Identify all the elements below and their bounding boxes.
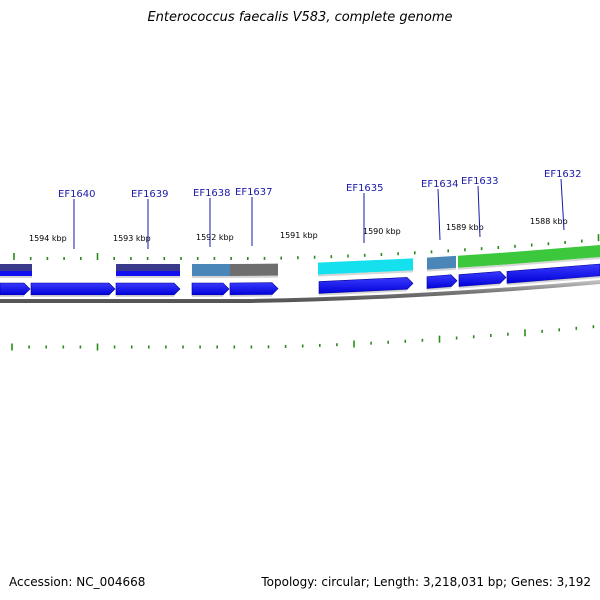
scale-label: 1592 kbp: [196, 233, 234, 242]
gene-label[interactable]: EF1637: [235, 187, 273, 198]
gene-label[interactable]: EF1632: [544, 169, 582, 180]
scale-ticks-inner: [11, 325, 595, 351]
category-track: [0, 245, 600, 278]
cds-arrow: [115, 282, 181, 296]
category-shadow: [192, 276, 230, 278]
category-block: [427, 255, 456, 270]
scale-label: 1591 kbp: [280, 231, 318, 240]
genome-summary-text: Topology: circular; Length: 3,218,031 bp…: [261, 575, 591, 589]
cds-arrow: [229, 282, 279, 296]
category-shadow: [0, 276, 32, 278]
cds-shadow: [319, 289, 407, 296]
gene-leader-line: [477, 185, 481, 238]
category-shadow: [427, 267, 456, 272]
cds-track: [0, 263, 600, 297]
cds-arrow: [30, 282, 116, 296]
gene-label[interactable]: EF1640: [58, 189, 96, 200]
cds-arrow: [458, 271, 507, 287]
gene-labels: EF1640 EF1639 EF1638 EF1637 EF1635 EF163…: [58, 169, 582, 249]
genome-title: Enterococcus faecalis V583, complete gen…: [147, 10, 453, 25]
cds-shadow: [116, 295, 174, 297]
cds-arrow: [191, 282, 230, 296]
category-shadow: [230, 275, 278, 278]
category-strip: [0, 271, 32, 276]
cds-shadow: [192, 295, 223, 297]
scale-ticks-outer: [13, 234, 600, 260]
category-block: [230, 263, 278, 276]
scale-label: 1588 kbp: [530, 217, 568, 226]
gene-leader-line: [437, 188, 441, 241]
category-strip: [116, 271, 180, 276]
cds-shadow: [230, 294, 272, 297]
cds-arrow: [506, 263, 600, 284]
category-shadow: [458, 264, 506, 270]
gene-label[interactable]: EF1634: [421, 179, 459, 190]
genome-backbone: [0, 280, 600, 303]
cds-arrow: [0, 282, 31, 296]
category-shadow: [116, 276, 180, 278]
gene-label[interactable]: EF1633: [461, 176, 499, 187]
scale-labels: 1594 kbp 1593 kbp 1592 kbp 1591 kbp 1590…: [29, 217, 568, 243]
scale-label: 1594 kbp: [29, 234, 67, 243]
cds-arrow: [318, 277, 414, 294]
cds-shadow: [31, 295, 109, 297]
scale-label: 1593 kbp: [113, 234, 151, 243]
category-block: [318, 258, 413, 275]
cds-shadow: [459, 283, 500, 289]
category-shadow: [318, 270, 413, 277]
scale-label: 1589 kbp: [446, 223, 484, 232]
category-block: [458, 252, 506, 268]
cds-shadow: [0, 295, 24, 297]
category-shadow: [506, 257, 600, 267]
cds-arrow: [426, 274, 458, 289]
gene-leader-line: [560, 178, 565, 231]
cds-shadow: [507, 276, 600, 286]
category-block: [506, 245, 600, 265]
category-block: [192, 264, 230, 276]
scale-label: 1590 kbp: [363, 227, 401, 236]
cds-shadow: [427, 286, 451, 291]
accession-text: Accession: NC_004668: [9, 575, 146, 589]
gene-label[interactable]: EF1638: [193, 188, 231, 199]
gene-label[interactable]: EF1639: [131, 189, 169, 200]
gene-label[interactable]: EF1635: [346, 183, 384, 194]
